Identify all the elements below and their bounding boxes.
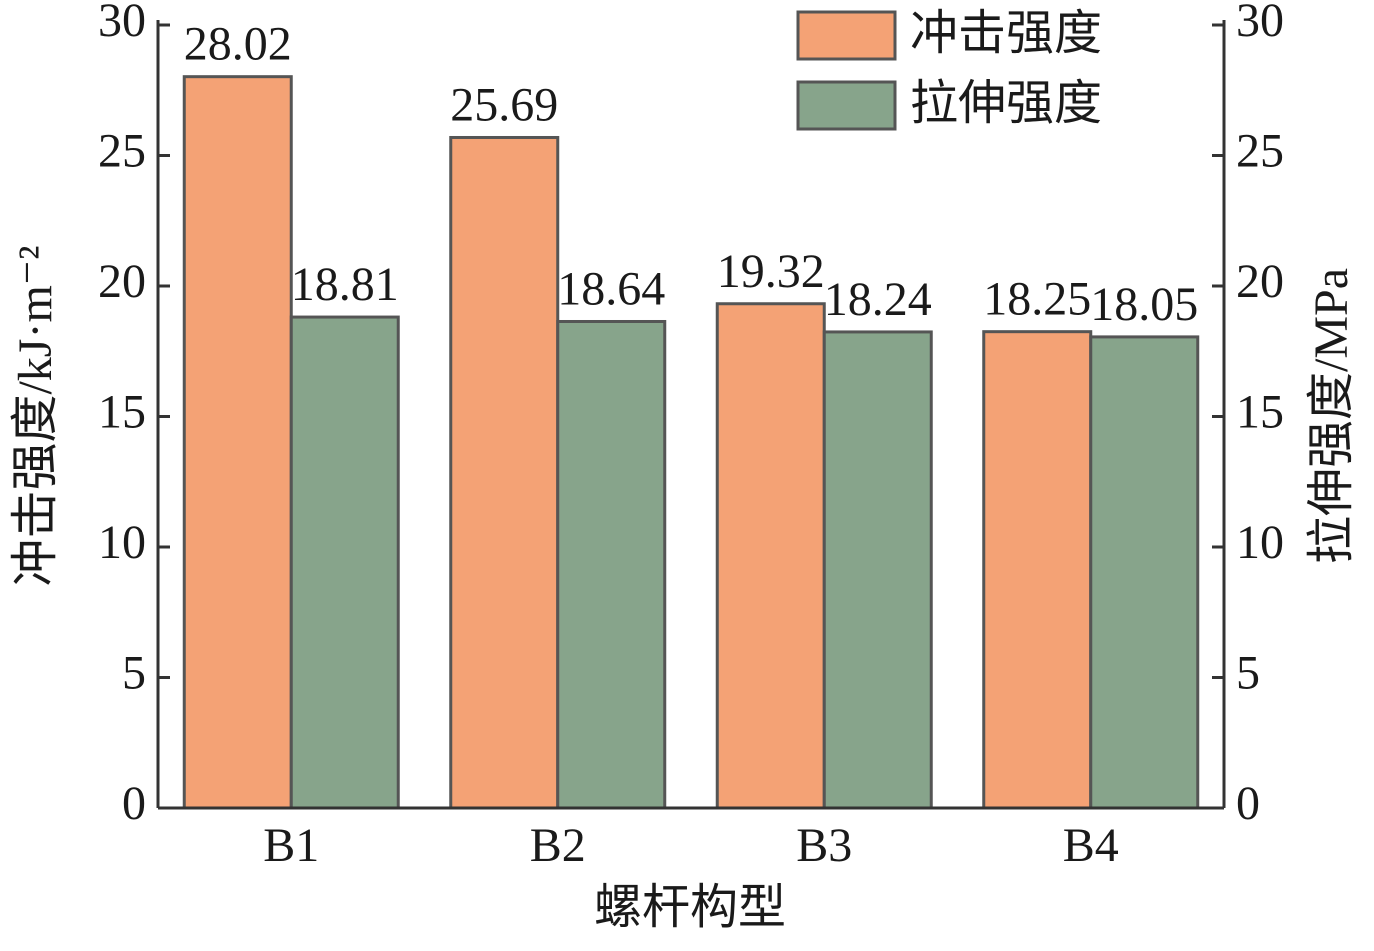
x-axis-label: 螺杆构型 [594,881,786,934]
y-axis-label: 冲击强度/kJ·m⁻² [9,245,62,586]
y2-tick-label: 30 [1236,0,1284,47]
data-label: 25.69 [450,79,558,132]
bar [182,75,293,810]
y-tick-label: 15 [98,386,146,439]
legend-swatch [796,10,897,61]
bar [556,319,667,810]
y-tick-label: 30 [98,0,146,47]
bar [1089,335,1200,810]
data-label: 18.64 [557,263,665,316]
x-tick-label: B1 [263,819,319,872]
bar [289,315,400,810]
y2-tick-label: 20 [1236,255,1284,308]
y-tick-label: 25 [98,125,146,178]
bar [822,330,933,810]
y2-tick-label: 25 [1236,125,1284,178]
data-label: 18.25 [983,273,1091,326]
y-tick-label: 10 [98,516,146,569]
y-tick-label: 0 [122,777,146,830]
legend-swatch [796,80,897,131]
data-label: 19.32 [717,245,825,298]
data-label: 18.81 [291,258,399,311]
legend-label: 拉伸强度 [910,77,1102,130]
bar [715,302,826,810]
data-label: 18.05 [1090,278,1198,331]
data-label: 28.02 [184,18,292,71]
x-tick-label: B2 [530,819,586,872]
data-label: 18.24 [824,273,932,326]
y2-tick-label: 15 [1236,386,1284,439]
y-tick-label: 20 [98,255,146,308]
x-tick-label: B4 [1063,819,1119,872]
y-tick-label: 5 [122,647,146,700]
y2-tick-label: 10 [1236,516,1284,569]
bar [449,135,560,810]
legend-label: 冲击强度 [910,7,1102,60]
y2-axis-label: 拉伸强度/MPa [1305,268,1358,564]
bar [982,330,1093,810]
x-tick-label: B3 [796,819,852,872]
y2-tick-label: 5 [1236,647,1260,700]
y2-tick-label: 0 [1236,777,1260,830]
